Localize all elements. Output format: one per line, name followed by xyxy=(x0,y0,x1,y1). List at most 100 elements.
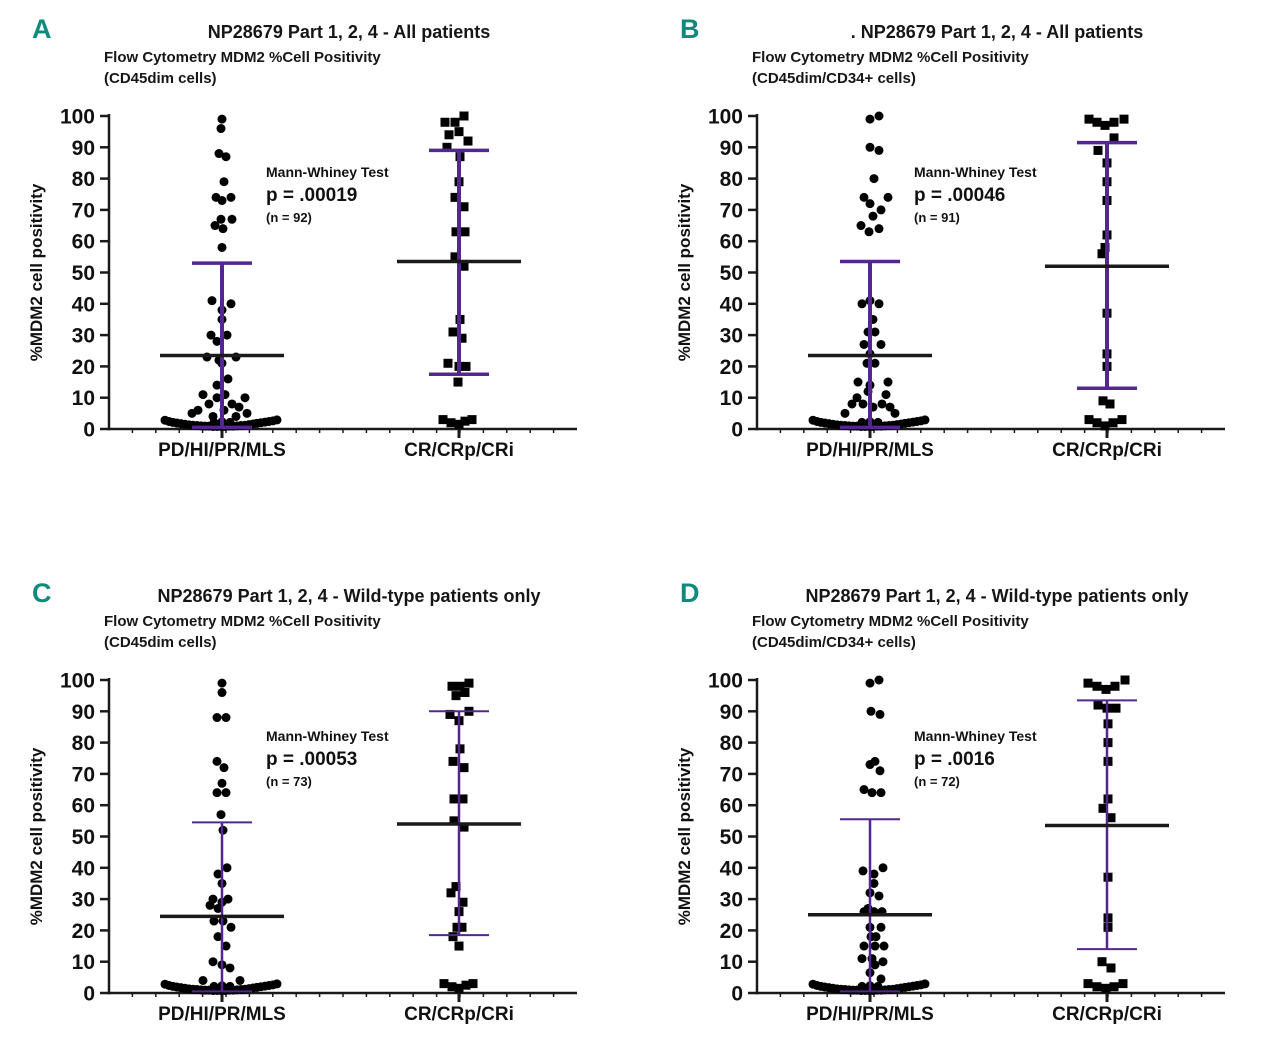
data-point-square xyxy=(1117,415,1127,425)
panel-c-title: NP28679 Part 1, 2, 4 - Wild-type patient… xyxy=(157,586,541,606)
data-point-circle xyxy=(883,192,893,202)
y-tick-label: 90 xyxy=(720,137,743,160)
data-point-square xyxy=(440,117,450,127)
data-point-square xyxy=(453,377,463,387)
data-point-circle xyxy=(209,981,219,991)
data-point-circle xyxy=(920,979,930,989)
data-point-circle xyxy=(212,336,222,346)
data-point-circle xyxy=(859,941,869,951)
data-point-circle xyxy=(870,327,880,337)
data-point-square xyxy=(1083,979,1093,989)
data-point-square xyxy=(459,202,469,212)
data-point-square xyxy=(1100,120,1110,130)
data-point-square xyxy=(1120,675,1130,685)
data-point-square xyxy=(1098,803,1108,813)
data-point-square xyxy=(461,980,471,990)
data-point-circle xyxy=(868,211,878,221)
data-point-square xyxy=(460,688,470,698)
y-tick-label: 30 xyxy=(72,889,95,912)
data-point-square xyxy=(449,794,459,804)
x-category-label: PD/HI/PR/MLS xyxy=(806,1004,934,1025)
data-point-circle xyxy=(213,903,223,913)
data-point-circle xyxy=(225,417,235,427)
data-point-circle xyxy=(214,149,224,159)
data-point-circle xyxy=(857,954,867,964)
data-point-circle xyxy=(217,778,227,788)
data-point-circle xyxy=(865,199,875,209)
data-point-circle xyxy=(226,922,236,932)
data-point-square xyxy=(452,922,462,932)
data-point-square xyxy=(449,816,459,826)
data-point-circle xyxy=(869,869,879,879)
data-point-square xyxy=(463,136,473,146)
data-point-circle xyxy=(219,763,229,773)
data-point-square xyxy=(459,822,469,832)
data-point-square xyxy=(467,415,477,425)
y-tick-label: 80 xyxy=(720,168,743,191)
data-point-square xyxy=(1092,982,1102,992)
panel-d-stats-annotation: Mann-Whiney Test p = .0016 (n = 72) xyxy=(914,728,1037,789)
y-tick-label: 50 xyxy=(72,262,95,285)
panel-c: C NP28679 Part 1, 2, 4 - Wild-type patie… xyxy=(4,570,644,1041)
data-point-square xyxy=(448,932,458,942)
y-tick-label: 60 xyxy=(72,231,95,254)
panel-letter-d: D xyxy=(680,578,701,608)
data-point-circle xyxy=(219,177,229,187)
panel-d-title: NP28679 Part 1, 2, 4 - Wild-type patient… xyxy=(805,586,1189,606)
data-point-circle xyxy=(212,713,222,723)
data-point-square xyxy=(1109,133,1119,143)
y-tick-label: 0 xyxy=(731,419,743,442)
data-point-circle xyxy=(212,380,222,390)
data-point-square xyxy=(459,763,469,773)
data-point-circle xyxy=(227,399,237,409)
y-tick-label: 100 xyxy=(708,670,743,693)
data-point-square xyxy=(1097,957,1107,967)
data-point-square xyxy=(1097,249,1107,259)
y-tick-label: 10 xyxy=(720,951,743,974)
data-point-circle xyxy=(870,941,880,951)
panel-d-cells-line: (CD45dim/CD34+ cells) xyxy=(752,634,916,651)
panel-a-subtitle: Flow Cytometry MDM2 %Cell Positivity xyxy=(104,49,381,66)
data-point-square xyxy=(446,888,456,898)
data-point-circle xyxy=(874,145,884,155)
x-category-label: CR/CRp/CRi xyxy=(404,440,514,461)
data-point-square xyxy=(448,327,458,337)
x-category-label: CR/CRp/CRi xyxy=(404,1004,514,1025)
data-point-circle xyxy=(870,960,880,970)
y-tick-label: 0 xyxy=(731,983,743,1006)
data-point-circle xyxy=(869,174,879,184)
data-point-circle xyxy=(876,205,886,215)
y-tick-label: 20 xyxy=(720,356,743,379)
data-point-square xyxy=(460,227,470,237)
data-point-circle xyxy=(885,402,895,412)
data-point-circle xyxy=(874,891,884,901)
y-tick-label: 90 xyxy=(720,701,743,724)
data-point-circle xyxy=(920,415,930,425)
data-point-circle xyxy=(876,339,886,349)
data-point-circle xyxy=(212,393,222,403)
y-tick-label: 80 xyxy=(72,168,95,191)
data-point-square xyxy=(1108,418,1118,428)
data-point-square xyxy=(1083,678,1093,688)
data-point-circle xyxy=(875,766,885,776)
data-point-square xyxy=(460,416,470,426)
data-point-square xyxy=(454,983,464,993)
panel-b-cells-line: (CD45dim/CD34+ cells) xyxy=(752,70,916,87)
x-category-label: PD/HI/PR/MLS xyxy=(158,440,286,461)
data-point-square xyxy=(447,681,457,691)
data-point-circle xyxy=(859,192,869,202)
panel-letter-b: B xyxy=(680,14,701,44)
data-point-circle xyxy=(227,214,237,224)
panel-a-plot-svg: 0 10 20 30 40 50 60 70 80 90 100 %MDM2 cell positiv… xyxy=(27,106,577,461)
data-point-circle xyxy=(865,760,875,770)
data-point-circle xyxy=(859,785,869,795)
data-point-circle xyxy=(221,152,231,162)
data-point-circle xyxy=(217,242,227,252)
panel-b-title: . NP28679 Part 1, 2, 4 - All patients xyxy=(850,22,1144,42)
y-tick-label: 20 xyxy=(720,920,743,943)
y-tick-label: 70 xyxy=(72,763,95,786)
data-point-circle xyxy=(857,299,867,309)
y-tick-label: 70 xyxy=(720,199,743,222)
data-point-square xyxy=(439,979,449,989)
